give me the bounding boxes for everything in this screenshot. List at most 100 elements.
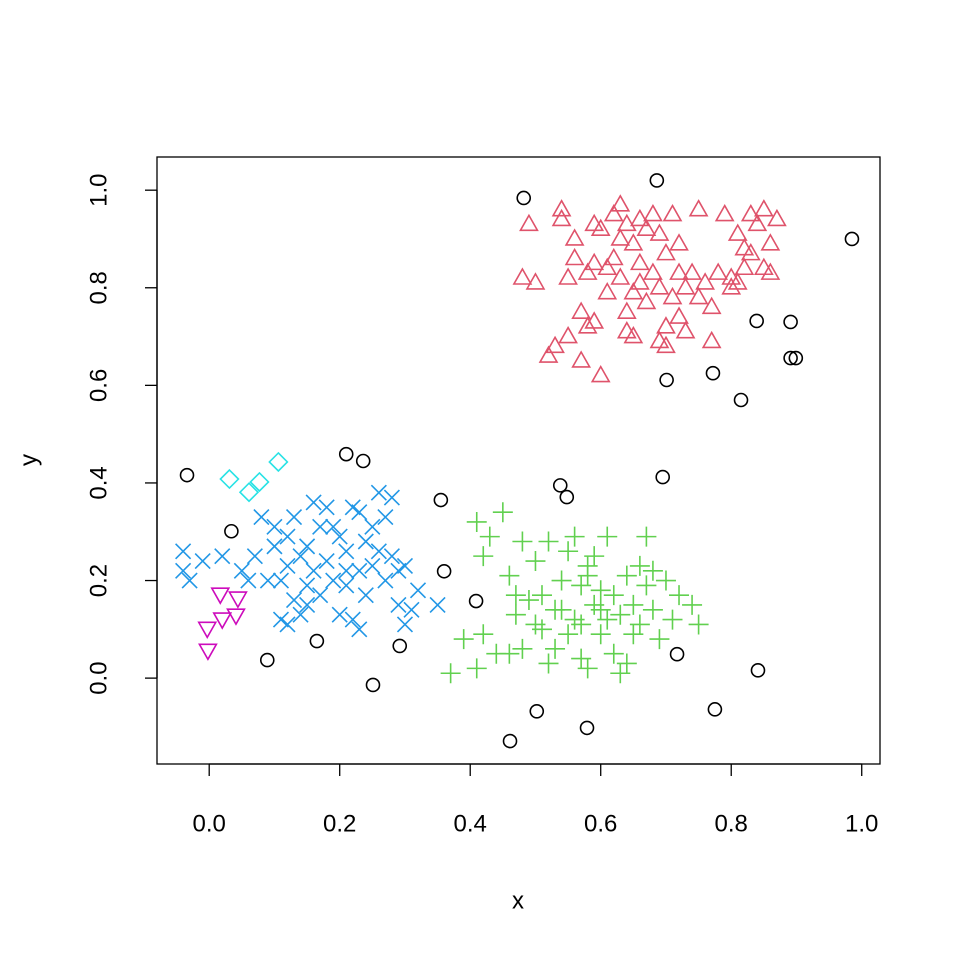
- point: [688, 199, 709, 217]
- point: [259, 652, 275, 668]
- point: [505, 604, 526, 625]
- point: [577, 555, 598, 576]
- point: [338, 577, 355, 594]
- point: [370, 543, 387, 560]
- point: [655, 469, 671, 485]
- point: [383, 489, 400, 506]
- point: [551, 570, 572, 591]
- point: [584, 311, 605, 329]
- point: [351, 504, 368, 521]
- point: [649, 277, 670, 295]
- point: [525, 272, 546, 290]
- point: [629, 272, 650, 290]
- point: [675, 321, 696, 339]
- point: [299, 538, 316, 555]
- point: [636, 218, 657, 237]
- point: [669, 262, 689, 280]
- point: [466, 511, 487, 532]
- point: [721, 277, 742, 295]
- y-tick-label: 1.0: [85, 173, 112, 206]
- point: [499, 643, 520, 664]
- point: [590, 364, 611, 383]
- point: [299, 596, 316, 613]
- point: [551, 199, 572, 217]
- y-axis-label: y: [15, 454, 42, 466]
- point: [197, 621, 218, 639]
- point: [649, 173, 665, 188]
- point: [233, 562, 250, 579]
- point: [512, 267, 533, 285]
- point: [629, 208, 650, 227]
- point: [590, 599, 611, 620]
- point: [365, 677, 381, 693]
- point: [272, 572, 290, 589]
- point: [344, 611, 361, 628]
- point: [603, 585, 624, 606]
- point: [194, 552, 211, 570]
- point: [656, 242, 676, 261]
- point: [669, 233, 689, 251]
- point: [590, 580, 611, 601]
- point: [705, 365, 721, 381]
- point: [695, 272, 715, 290]
- point: [708, 262, 729, 280]
- x-tick-label: 0.6: [584, 810, 617, 837]
- point: [559, 489, 575, 505]
- point: [279, 557, 296, 574]
- point: [479, 526, 500, 547]
- point: [279, 616, 296, 633]
- point: [682, 594, 703, 615]
- point: [636, 526, 657, 547]
- point: [629, 252, 650, 271]
- point: [788, 350, 804, 366]
- point: [749, 313, 764, 329]
- point: [351, 621, 368, 638]
- point: [325, 572, 342, 589]
- y-tick-label: 0.8: [85, 271, 112, 304]
- point: [701, 296, 722, 315]
- point: [577, 262, 598, 280]
- point: [181, 572, 198, 589]
- point: [312, 587, 329, 604]
- point: [616, 565, 637, 586]
- point: [558, 541, 579, 562]
- point: [616, 301, 637, 319]
- point: [682, 262, 702, 280]
- point: [662, 609, 683, 630]
- x-axis-label: x: [512, 887, 524, 914]
- point: [584, 252, 605, 271]
- point: [545, 638, 566, 659]
- point: [175, 543, 192, 560]
- point: [473, 546, 494, 567]
- point: [571, 350, 592, 368]
- point: [629, 614, 650, 635]
- point: [610, 194, 631, 212]
- point: [538, 653, 559, 674]
- point: [610, 604, 631, 625]
- point: [292, 606, 309, 623]
- point: [364, 557, 381, 574]
- point: [688, 614, 709, 635]
- point: [519, 213, 539, 232]
- point: [499, 565, 520, 586]
- point: [636, 291, 657, 310]
- point: [238, 482, 260, 503]
- point: [760, 233, 781, 251]
- point: [538, 345, 559, 363]
- point: [740, 242, 761, 261]
- x-tick-label: 0.0: [193, 810, 226, 837]
- point: [370, 484, 387, 501]
- point: [285, 591, 303, 609]
- point: [210, 587, 231, 605]
- point: [610, 228, 631, 246]
- point: [558, 325, 578, 344]
- point: [518, 590, 539, 611]
- x-tick-label: 0.4: [454, 810, 487, 837]
- point: [240, 572, 257, 589]
- point: [734, 257, 755, 276]
- point: [623, 594, 644, 615]
- point: [396, 616, 414, 633]
- point: [747, 213, 768, 232]
- point: [266, 518, 283, 535]
- point: [688, 286, 709, 305]
